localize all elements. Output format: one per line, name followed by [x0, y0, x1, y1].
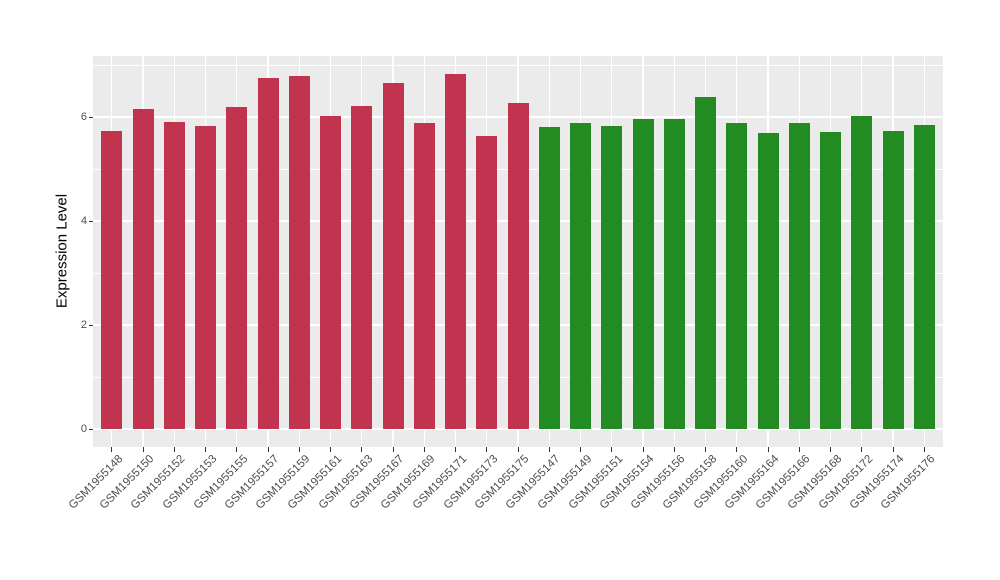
bar-GSM1955158 — [695, 96, 716, 429]
x-tick-mark-GSM1955171 — [455, 447, 456, 452]
y-tick-mark-4 — [88, 220, 93, 222]
x-tick-mark-GSM1955155 — [236, 447, 238, 452]
x-tick-mark-GSM1955168 — [830, 447, 831, 452]
x-tick-mark-GSM1955173 — [486, 447, 488, 452]
bar-GSM1955152 — [163, 122, 185, 429]
bar-GSM1955171 — [445, 73, 466, 429]
bar-GSM1955167 — [382, 82, 404, 429]
x-tick-mark-GSM1955159 — [298, 447, 300, 452]
x-tick-mark-GSM1955151 — [611, 447, 613, 452]
bar-GSM1955149 — [570, 123, 591, 429]
y-axis-title: Expression Level — [53, 193, 71, 309]
x-tick-mark-GSM1955164 — [767, 447, 769, 452]
x-tick-mark-GSM1955149 — [580, 447, 581, 452]
x-tick-mark-GSM1955176 — [923, 447, 925, 452]
x-tick-mark-GSM1955160 — [736, 447, 738, 452]
bar-GSM1955159 — [288, 76, 310, 429]
bar-GSM1955169 — [413, 122, 435, 429]
x-tick-mark-GSM1955152 — [173, 447, 175, 452]
y-tick-mark-6 — [88, 116, 93, 118]
bar-GSM1955176 — [913, 124, 935, 429]
x-tick-mark-GSM1955169 — [423, 447, 425, 452]
x-tick-mark-GSM1955154 — [642, 447, 644, 452]
plot-panel — [93, 56, 943, 447]
x-tick-mark-GSM1955166 — [798, 447, 800, 452]
x-tick-mark-GSM1955150 — [142, 447, 144, 452]
y-tick-mark-2 — [88, 324, 93, 326]
y-tick-label-2: 2 — [80, 318, 87, 331]
bar-GSM1955147 — [538, 126, 560, 429]
bar-GSM1955150 — [132, 108, 154, 429]
bar-GSM1955164 — [757, 132, 779, 429]
bar-GSM1955174 — [882, 130, 904, 429]
x-tick-mark-GSM1955156 — [673, 447, 675, 452]
x-tick-mark-GSM1955167 — [392, 447, 394, 452]
bar-GSM1955151 — [601, 125, 623, 429]
x-tick-mark-GSM1955147 — [548, 447, 550, 452]
bar-GSM1955161 — [320, 115, 341, 429]
bar-GSM1955172 — [851, 115, 873, 429]
y-tick-label-6: 6 — [80, 110, 87, 123]
bar-GSM1955154 — [632, 119, 654, 429]
bar-GSM1955163 — [351, 106, 373, 429]
bar-GSM1955168 — [820, 132, 841, 429]
bar-GSM1955153 — [195, 125, 216, 429]
x-tick-mark-GSM1955157 — [267, 447, 269, 452]
bar-GSM1955175 — [507, 102, 529, 429]
x-tick-mark-GSM1955163 — [361, 447, 363, 452]
x-tick-mark-GSM1955148 — [111, 447, 113, 452]
x-tick-mark-GSM1955158 — [705, 447, 706, 452]
x-tick-mark-GSM1955175 — [517, 447, 519, 452]
y-tick-mark-0 — [88, 428, 93, 430]
bar-GSM1955166 — [788, 122, 810, 429]
y-tick-label-0: 0 — [80, 422, 87, 435]
bar-GSM1955173 — [476, 135, 498, 429]
bar-GSM1955160 — [726, 122, 748, 429]
x-tick-label-GSM1955148: GSM1955148 — [66, 453, 126, 512]
bar-GSM1955148 — [101, 130, 123, 429]
bar-GSM1955157 — [257, 78, 279, 429]
bar-GSM1955156 — [663, 119, 685, 429]
y-tick-label-4: 4 — [80, 214, 87, 227]
x-tick-mark-GSM1955153 — [205, 447, 206, 452]
bar-GSM1955155 — [226, 106, 248, 429]
x-tick-mark-GSM1955161 — [330, 447, 331, 452]
x-tick-mark-GSM1955172 — [861, 447, 863, 452]
x-tick-mark-GSM1955174 — [892, 447, 894, 452]
